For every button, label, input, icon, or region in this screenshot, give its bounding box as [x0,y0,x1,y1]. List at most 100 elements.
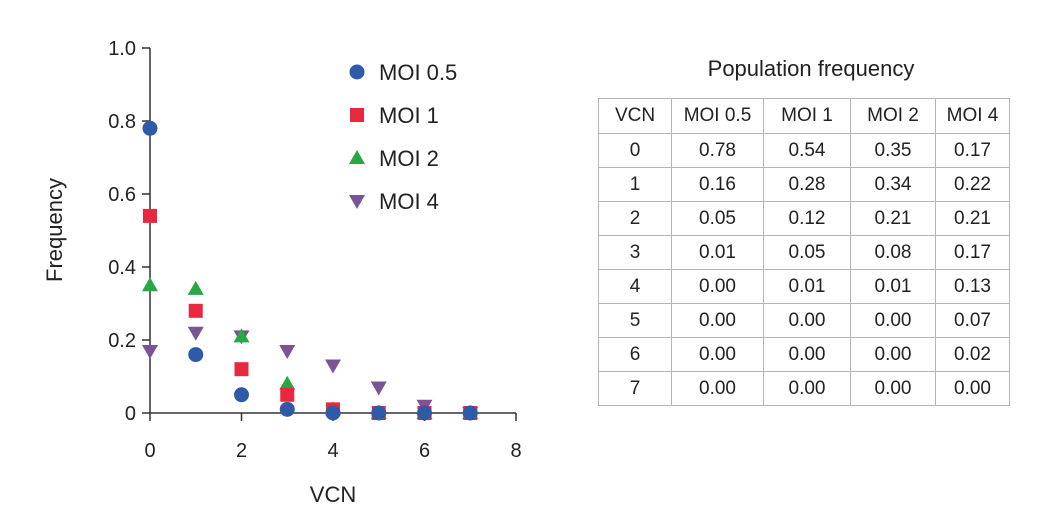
frequency-cell: 0.00 [671,303,764,338]
point-moi-1 [143,208,157,223]
point-moi-4 [370,381,387,396]
point-moi-0-5 [279,401,295,417]
frequency-cell: 0.07 [935,303,1010,338]
point-moi-4 [325,359,341,374]
x-tick-label: 6 [419,440,430,462]
vcn-cell: 2 [598,201,672,236]
frequency-cell: 0.00 [671,269,764,304]
frequency-cell: 0.17 [935,235,1010,270]
frequency-cell: 0.13 [935,269,1010,304]
point-moi-0-5 [325,405,341,421]
y-tick-label: 0.6 [108,184,136,206]
y-axis-title: Frequency [42,178,67,282]
column-header: MOI 4 [935,98,1010,134]
table-row: 0 0.78 0.54 0.35 0.17 [598,133,1010,168]
column-header: MOI 1 [763,98,851,134]
ticks: 0 0.2 0.4 0.6 0.8 1.0 0 2 4 6 8 [108,38,521,462]
y-tick-label: 0.2 [108,330,136,352]
point-moi-0-5 [462,405,478,421]
legend-marker-moi-4 [349,195,365,209]
frequency-cell: 0.35 [850,133,936,168]
legend-label-moi-1: MOI 1 [379,103,439,128]
population-frequency-table: VCN MOI 0.5 MOI 1 MOI 2 MOI 4 0 0.78 0.54 0… [598,98,1010,406]
point-moi-2 [187,280,204,295]
frequency-cell: 0.17 [935,133,1010,168]
point-moi-0-5 [142,120,158,136]
legend-marker-moi-0-5 [349,64,365,80]
frequency-cell: 0.00 [763,337,851,372]
point-moi-4 [142,344,158,359]
x-tick-label: 0 [144,440,155,462]
table-row: 3 0.01 0.05 0.08 0.17 [598,235,1010,270]
table-row: 5 0.00 0.00 0.00 0.07 [598,303,1010,338]
point-moi-0-5 [371,405,387,421]
frequency-cell: 0.00 [671,371,764,406]
table-header-row: VCN MOI 0.5 MOI 1 MOI 2 MOI 4 [598,98,1010,134]
frequency-cell: 0.21 [850,201,936,236]
legend-label-moi-0-5: MOI 0.5 [379,60,457,85]
axes [149,48,516,414]
table-row: 1 0.16 0.28 0.34 0.22 [598,167,1010,202]
frequency-cell: 0.00 [935,371,1010,406]
frequency-cell: 0.00 [850,337,936,372]
frequency-cell: 0.78 [671,133,764,168]
y-tick-label: 0.4 [108,257,136,279]
point-moi-2 [279,375,296,390]
legend-marker-moi-2 [349,150,365,164]
point-moi-0-5 [188,347,204,363]
frequency-cell: 0.00 [763,303,851,338]
vcn-cell: 3 [598,235,672,270]
frequency-cell: 0.54 [763,133,851,168]
point-moi-0-5 [417,405,432,421]
column-header: VCN [598,98,672,134]
point-moi-4 [187,326,204,341]
frequency-cell: 0.00 [763,371,851,406]
column-header: MOI 0.5 [671,98,764,134]
scatter-chart: 0 0.2 0.4 0.6 0.8 1.0 0 2 4 6 8 Frequency VCN MOI … [42,38,522,507]
frequency-cell: 0.16 [671,167,764,202]
point-moi-1 [280,387,295,402]
frequency-cell: 0.21 [935,201,1010,236]
frequency-cell: 0.08 [850,235,936,270]
data-points [142,120,479,421]
frequency-cell: 0.05 [763,235,851,270]
point-moi-4 [279,344,296,359]
vcn-cell: 4 [598,269,672,304]
x-tick-label: 4 [327,440,338,462]
point-moi-1 [188,303,203,318]
frequency-cell: 0.00 [850,371,936,406]
frequency-cell: 0.34 [850,167,936,202]
vcn-cell: 1 [598,167,672,202]
y-tick-label: 0 [125,403,136,425]
frequency-cell: 0.00 [671,337,764,372]
point-moi-2 [142,277,158,292]
x-axis-title: VCN [310,482,356,507]
frequency-cell: 0.22 [935,167,1010,202]
point-moi-1 [234,362,249,377]
frequency-cell: 0.12 [763,201,851,236]
frequency-cell: 0.02 [935,337,1010,372]
legend-marker-moi-1 [350,108,364,122]
vcn-cell: 7 [598,371,672,406]
point-moi-2 [233,328,250,343]
frequency-cell: 0.28 [763,167,851,202]
frequency-cell: 0.00 [850,303,936,338]
x-tick-label: 2 [236,440,247,462]
x-tick-label: 8 [510,440,521,462]
vcn-cell: 5 [598,303,672,338]
table-title: Population frequency [707,56,915,81]
table-row: 7 0.00 0.00 0.00 0.00 [598,371,1010,406]
frequency-cell: 0.01 [850,269,936,304]
frequency-cell: 0.01 [763,269,851,304]
legend: MOI 0.5 MOI 1 MOI 2 MOI 4 [349,60,457,214]
legend-label-moi-4: MOI 4 [379,189,439,214]
table-row: 4 0.00 0.01 0.01 0.13 [598,269,1010,304]
frequency-cell: 0.01 [671,235,764,270]
table-row: 2 0.05 0.12 0.21 0.21 [598,201,1010,236]
frequency-cell: 0.05 [671,201,764,236]
vcn-cell: 0 [598,133,672,168]
vcn-cell: 6 [598,337,672,372]
y-tick-label: 1.0 [108,38,136,60]
table-row: 6 0.00 0.00 0.00 0.02 [598,337,1010,372]
y-tick-label: 0.8 [108,111,136,133]
